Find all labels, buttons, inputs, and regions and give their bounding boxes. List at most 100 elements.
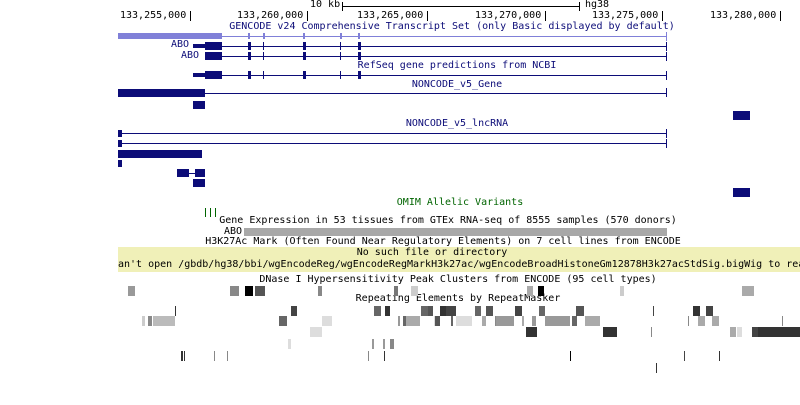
repeat-element[interactable] (456, 316, 472, 326)
repeat-element[interactable] (372, 339, 374, 349)
transcript-intron[interactable] (222, 75, 667, 76)
lncrna-exon[interactable] (177, 169, 189, 177)
repeat-element[interactable] (782, 316, 783, 326)
repeat-element[interactable] (175, 306, 176, 316)
repeat-element[interactable] (572, 316, 577, 326)
dnase-cluster[interactable] (394, 286, 398, 296)
repeat-element[interactable] (539, 306, 545, 316)
repeat-element[interactable] (227, 351, 228, 361)
lncrna-start[interactable] (118, 130, 122, 137)
repeat-element[interactable] (688, 316, 689, 326)
repeat-element[interactable] (783, 327, 800, 337)
transcript-exon[interactable] (205, 52, 222, 60)
repeat-element[interactable] (421, 306, 428, 316)
gene-intron[interactable] (205, 93, 667, 94)
repeat-element[interactable] (403, 316, 406, 326)
transcript-exon[interactable] (248, 71, 251, 79)
transcript-end[interactable] (666, 32, 667, 41)
transcript-exon[interactable] (303, 52, 306, 60)
transcript-exon[interactable] (118, 33, 222, 39)
repeat-element[interactable] (719, 351, 720, 361)
omim-title[interactable]: OMIM Allelic Variants (396, 197, 524, 208)
repeat-element[interactable] (385, 306, 390, 316)
repeat-element[interactable] (181, 351, 183, 361)
repeat-element[interactable] (142, 316, 145, 326)
lncrna-feature[interactable] (118, 160, 122, 167)
repeat-element[interactable] (656, 363, 657, 373)
lncrna-end[interactable] (666, 139, 667, 148)
repeat-element[interactable] (374, 306, 381, 316)
transcript-exon[interactable] (340, 52, 341, 60)
repeat-element[interactable] (384, 351, 385, 361)
transcript-intron[interactable] (222, 46, 667, 47)
repeat-element[interactable] (684, 351, 685, 361)
repeat-element[interactable] (440, 306, 446, 316)
repeat-element[interactable] (406, 316, 420, 326)
repeat-element[interactable] (310, 327, 322, 337)
repeat-element[interactable] (576, 306, 584, 316)
gencode-gene-label[interactable]: ABO (171, 39, 190, 50)
transcript-exon[interactable] (303, 33, 305, 39)
transcript-intron[interactable] (118, 36, 667, 37)
lncrna-start[interactable] (118, 140, 122, 147)
transcript-exon[interactable] (303, 42, 306, 50)
transcript-exon[interactable] (358, 52, 361, 60)
repeat-element[interactable] (148, 316, 152, 326)
repeat-element[interactable] (693, 306, 700, 316)
transcript-exon[interactable] (340, 42, 341, 50)
repeat-element[interactable] (383, 339, 385, 349)
repeat-element[interactable] (496, 316, 514, 326)
transcript-exon[interactable] (358, 71, 361, 79)
repeat-element[interactable] (486, 306, 493, 316)
repeat-element[interactable] (451, 316, 453, 326)
lncrna-exon[interactable] (118, 150, 202, 158)
transcript-exon[interactable] (358, 42, 361, 50)
repeat-element[interactable] (291, 306, 297, 316)
repeat-element[interactable] (475, 306, 481, 316)
omim-variant[interactable] (205, 208, 206, 217)
repeat-element[interactable] (368, 351, 369, 361)
repeat-element[interactable] (322, 316, 332, 326)
repeat-element[interactable] (706, 306, 713, 316)
repeat-element[interactable] (603, 327, 617, 337)
repeat-element[interactable] (585, 316, 600, 326)
transcript-exon[interactable] (263, 71, 264, 79)
repeat-element[interactable] (653, 306, 654, 316)
repeat-element[interactable] (730, 327, 736, 337)
lncrna-feature[interactable] (733, 188, 750, 197)
gtex-title[interactable]: Gene Expression in 53 tissues from GTEx … (219, 215, 677, 226)
noncode-gene-title[interactable]: NONCODE_v5_Gene (411, 79, 503, 90)
refseq-title[interactable]: RefSeq gene predictions from NCBI (357, 60, 557, 71)
transcript-exon[interactable] (248, 52, 251, 60)
omim-variant[interactable] (210, 208, 211, 217)
gtex-gene-label[interactable]: ABO (224, 226, 243, 237)
transcript-exon[interactable] (205, 71, 222, 79)
transcript-exon[interactable] (303, 71, 306, 79)
repeat-element[interactable] (153, 316, 175, 326)
repeat-element[interactable] (428, 306, 433, 316)
repeat-element[interactable] (390, 339, 394, 349)
repeat-element[interactable] (435, 316, 440, 326)
dnase-cluster[interactable] (255, 286, 265, 296)
repeat-element[interactable] (184, 351, 185, 361)
transcript-end[interactable] (666, 71, 667, 80)
transcript-exon[interactable] (263, 52, 264, 60)
dnase-cluster[interactable] (538, 286, 544, 296)
transcript-end[interactable] (666, 42, 667, 51)
gencode-title[interactable]: GENCODE v24 Comprehensive Transcript Set… (229, 21, 675, 32)
noncode-lncrna-title[interactable]: NONCODE_v5_lncRNA (405, 118, 509, 129)
gene-end[interactable] (666, 88, 667, 97)
transcript-exon[interactable] (340, 71, 341, 79)
repeat-element[interactable] (515, 306, 522, 316)
dnase-title[interactable]: DNase I Hypersensitivity Peak Clusters f… (259, 274, 657, 285)
transcript-exon[interactable] (340, 33, 342, 39)
transcript-utr[interactable] (193, 44, 205, 48)
repeat-element[interactable] (532, 316, 536, 326)
repeat-element[interactable] (737, 327, 742, 337)
repeat-element[interactable] (214, 351, 215, 361)
repeat-element[interactable] (758, 327, 783, 337)
transcript-exon[interactable] (263, 33, 265, 39)
repeat-element[interactable] (712, 316, 719, 326)
transcript-exon[interactable] (248, 42, 251, 50)
